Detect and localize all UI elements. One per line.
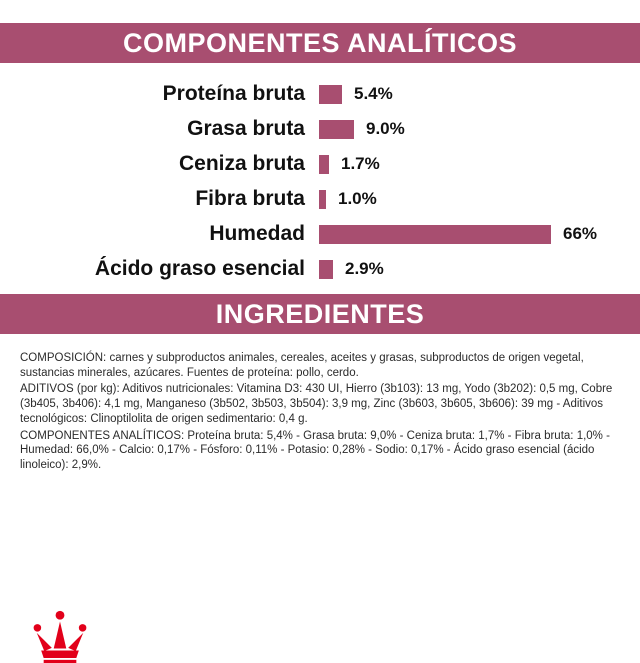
- chart-value: 9.0%: [366, 119, 405, 138]
- chart-value: 1.7%: [341, 154, 380, 173]
- royal-canin-crown-logo: [33, 610, 87, 663]
- chart-row: Ceniza bruta 1.7%: [0, 152, 640, 175]
- chart-row: Fibra bruta 1.0%: [0, 187, 640, 210]
- chart-row: Grasa bruta 9.0%: [0, 117, 640, 140]
- chart-label: Humedad: [209, 222, 305, 245]
- ingredients-title: INGREDIENTES: [215, 299, 425, 329]
- chart-bar: [319, 154, 329, 174]
- chart-value: 1.0%: [338, 189, 377, 208]
- chart-label: Proteína bruta: [162, 82, 305, 105]
- additives-paragraph: ADITIVOS (por kg): Aditivos nutricionale…: [20, 383, 613, 425]
- chart-bar: [319, 119, 354, 139]
- chart-label: Ácido graso esencial: [94, 257, 305, 280]
- chart-bar: [319, 224, 551, 244]
- chart-row: Proteína bruta 5.4%: [0, 82, 640, 105]
- analytical-components-banner: COMPONENTES ANALÍTICOS: [0, 23, 640, 63]
- chart-label: Ceniza bruta: [178, 152, 305, 175]
- analytical-components-title: COMPONENTES ANALÍTICOS: [122, 28, 517, 58]
- chart-row: Humedad 66%: [0, 222, 640, 245]
- chart-label: Fibra bruta: [195, 187, 305, 210]
- chart-value: 5.4%: [354, 84, 393, 103]
- composition-paragraph: COMPOSICIÓN: carnes y subproductos anima…: [20, 352, 584, 379]
- chart-label: Grasa bruta: [187, 117, 305, 140]
- brand-footer: [28, 609, 92, 663]
- ingredients-section: COMPOSICIÓN: carnes y subproductos anima…: [0, 334, 640, 473]
- ingredients-banner: INGREDIENTES: [0, 294, 640, 334]
- chart-value: 66%: [563, 224, 598, 243]
- chart-row: Ácido graso esencial 2.9%: [0, 257, 640, 280]
- analytical-chart: Proteína bruta 5.4% Grasa bruta 9.0% Cen…: [0, 82, 640, 280]
- chart-bar: [319, 189, 326, 209]
- analytical-components-paragraph: COMPONENTES ANALÍTICOS: Proteína bruta: …: [20, 429, 610, 472]
- chart-bar: [319, 259, 333, 279]
- chart-value: 2.9%: [345, 259, 384, 278]
- chart-bar: [319, 84, 342, 104]
